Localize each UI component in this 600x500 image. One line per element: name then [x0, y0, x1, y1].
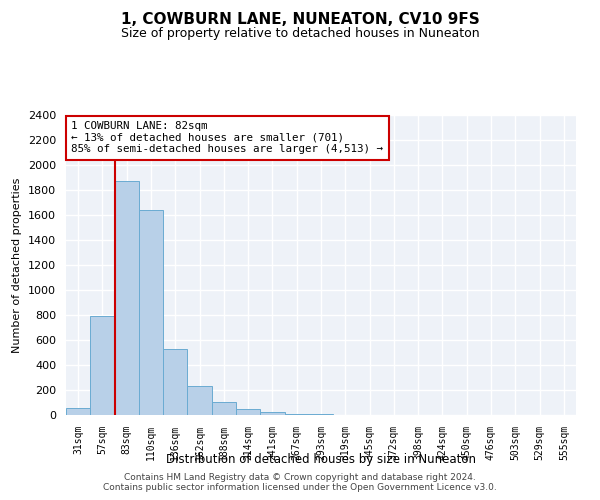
Bar — [139, 210, 163, 415]
Text: Size of property relative to detached houses in Nuneaton: Size of property relative to detached ho… — [121, 28, 479, 40]
Text: Contains HM Land Registry data © Crown copyright and database right 2024.
Contai: Contains HM Land Registry data © Crown c… — [103, 473, 497, 492]
Text: 1 COWBURN LANE: 82sqm
← 13% of detached houses are smaller (701)
85% of semi-det: 1 COWBURN LANE: 82sqm ← 13% of detached … — [71, 121, 383, 154]
Bar — [284, 414, 309, 415]
Text: 1, COWBURN LANE, NUNEATON, CV10 9FS: 1, COWBURN LANE, NUNEATON, CV10 9FS — [121, 12, 479, 28]
Y-axis label: Number of detached properties: Number of detached properties — [13, 178, 22, 352]
Bar — [309, 414, 333, 415]
Bar — [212, 402, 236, 415]
Bar — [163, 349, 187, 415]
Bar — [90, 316, 115, 415]
Text: Distribution of detached houses by size in Nuneaton: Distribution of detached houses by size … — [166, 452, 476, 466]
Bar — [115, 181, 139, 415]
Bar — [236, 409, 260, 415]
Bar — [187, 386, 212, 415]
Bar — [260, 412, 284, 415]
Bar — [66, 408, 90, 415]
